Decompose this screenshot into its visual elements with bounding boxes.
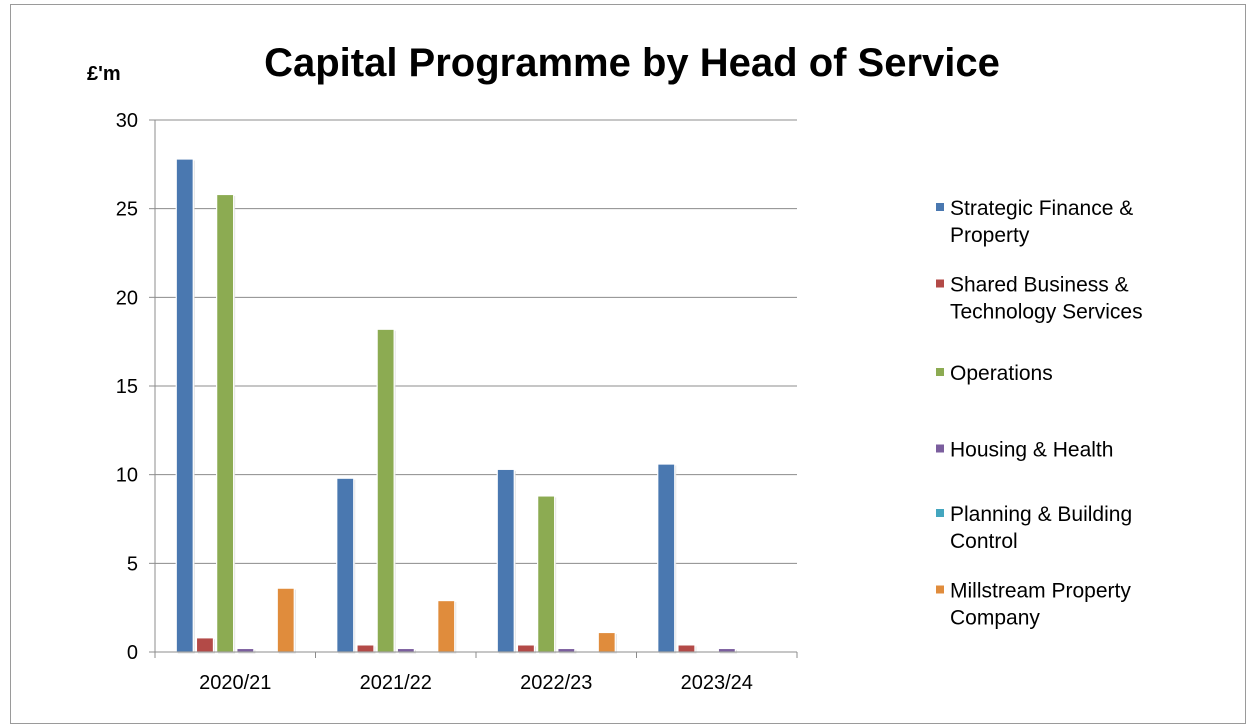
bar bbox=[356, 644, 375, 653]
x-tick-label: 2022/23 bbox=[520, 672, 592, 694]
bar bbox=[236, 647, 255, 653]
gridlines bbox=[155, 119, 797, 564]
legend-label: Housing & Health bbox=[950, 439, 1113, 462]
legend-swatch bbox=[936, 279, 944, 288]
y-tick-label: 20 bbox=[116, 287, 138, 309]
y-tick-label: 5 bbox=[127, 553, 138, 575]
y-tick-label: 25 bbox=[116, 199, 138, 221]
bar bbox=[717, 647, 736, 653]
legend-label: Strategic Finance & Property bbox=[950, 197, 1133, 247]
y-tick-label: 30 bbox=[116, 110, 138, 132]
bar bbox=[677, 644, 696, 653]
bar bbox=[396, 647, 415, 653]
legend-swatch bbox=[936, 203, 944, 211]
y-tick-label: 10 bbox=[116, 465, 138, 487]
bar-chart: Capital Programme by Head of Service £'m… bbox=[87, 41, 1143, 694]
legend-label: Shared Business & Technology Services bbox=[950, 274, 1143, 324]
bar bbox=[336, 477, 355, 653]
bar bbox=[437, 599, 456, 653]
chart-frame: Capital Programme by Head of Service £'m… bbox=[10, 4, 1246, 724]
legend-item: Operations bbox=[936, 362, 1053, 385]
legend-label: Planning & Building Control bbox=[950, 503, 1132, 553]
bar bbox=[516, 644, 536, 653]
legend-item: Millstream Property Company bbox=[936, 580, 1131, 630]
legend-item: Strategic Finance & Property bbox=[936, 197, 1133, 247]
bar bbox=[195, 637, 215, 653]
legend-item: Planning & Building Control bbox=[936, 503, 1132, 553]
x-tick-label: 2020/21 bbox=[199, 672, 271, 694]
legend-item: Shared Business & Technology Services bbox=[936, 274, 1143, 324]
legend-label: Operations bbox=[950, 362, 1053, 385]
x-tick-label: 2021/22 bbox=[360, 672, 432, 694]
bar bbox=[657, 463, 676, 653]
y-tick-label: 0 bbox=[127, 642, 138, 664]
legend-swatch bbox=[936, 444, 944, 453]
legend: Strategic Finance & Property Shared Busine… bbox=[936, 197, 1143, 630]
legend-item: Housing & Health bbox=[936, 439, 1113, 462]
bars bbox=[175, 158, 737, 654]
bar bbox=[175, 158, 194, 653]
legend-swatch bbox=[936, 368, 944, 376]
x-tick-label: 2023/24 bbox=[681, 672, 753, 694]
bar bbox=[216, 193, 235, 653]
bar bbox=[597, 631, 616, 653]
bar bbox=[276, 587, 295, 653]
legend-swatch bbox=[936, 585, 944, 594]
chart-title: Capital Programme by Head of Service bbox=[264, 41, 1000, 85]
bar bbox=[537, 495, 556, 653]
bar bbox=[376, 328, 395, 653]
legend-label: Millstream Property Company bbox=[950, 580, 1131, 630]
y-tick-label: 15 bbox=[116, 376, 138, 398]
axes: 0 5 10 15 20 25 30 2020/21 2021/22 2022/23 2023/24 bbox=[116, 110, 798, 694]
bar bbox=[557, 647, 576, 653]
bar bbox=[496, 468, 515, 653]
y-axis-unit-label: £'m bbox=[87, 63, 121, 85]
legend-swatch bbox=[936, 509, 944, 517]
